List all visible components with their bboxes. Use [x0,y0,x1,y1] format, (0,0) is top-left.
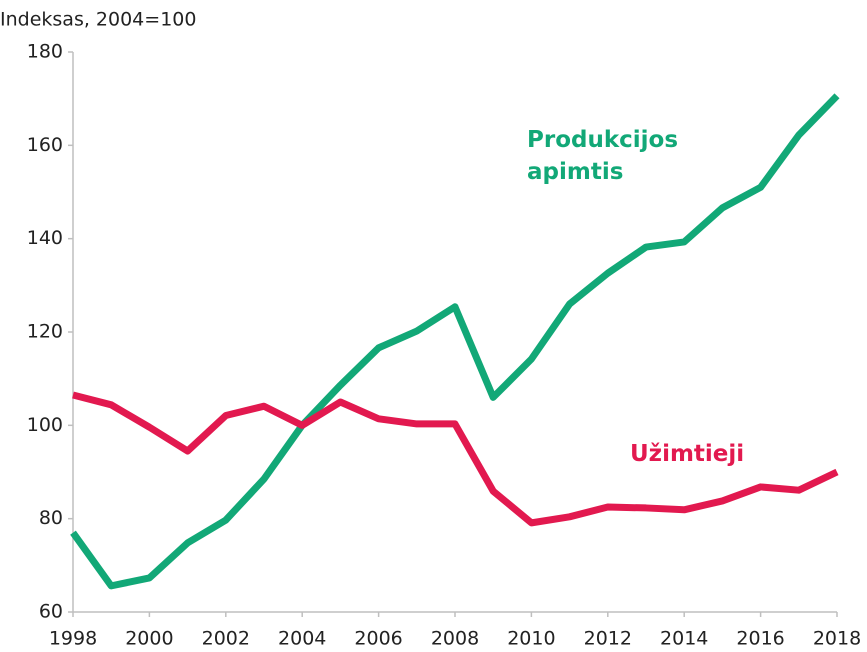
y-tick-label: 140 [27,227,63,249]
x-tick-label: 2014 [660,628,708,650]
x-tick-label: 2008 [431,628,479,650]
x-tick-label: 2006 [354,628,402,650]
x-tick-label: 2016 [736,628,784,650]
series-label: Produkcijos apimtis [527,127,679,185]
x-tick-label: 2012 [584,628,632,650]
axis-title: Indeksas, 2004=100 [0,9,196,31]
y-tick-label: 100 [27,414,63,436]
series-line [72,391,839,527]
x-tick-label: 2002 [202,628,250,650]
y-tick-label: 120 [27,321,63,343]
x-tick-label: 1998 [49,628,97,650]
x-tick-label: 2018 [813,628,861,650]
y-tick-label: 80 [39,507,63,529]
y-tick-label: 60 [39,601,63,623]
x-tick-label: 2010 [507,628,555,650]
series-label: Užimtieji [630,441,745,467]
x-tick-label: 2004 [278,628,326,650]
series-line [70,93,840,590]
x-tick-label: 2000 [125,628,173,650]
y-tick-label: 180 [27,41,63,63]
y-tick-label: 160 [27,134,63,156]
